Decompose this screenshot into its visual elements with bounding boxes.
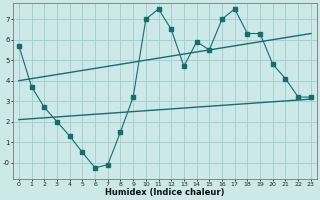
X-axis label: Humidex (Indice chaleur): Humidex (Indice chaleur) [105, 188, 225, 197]
